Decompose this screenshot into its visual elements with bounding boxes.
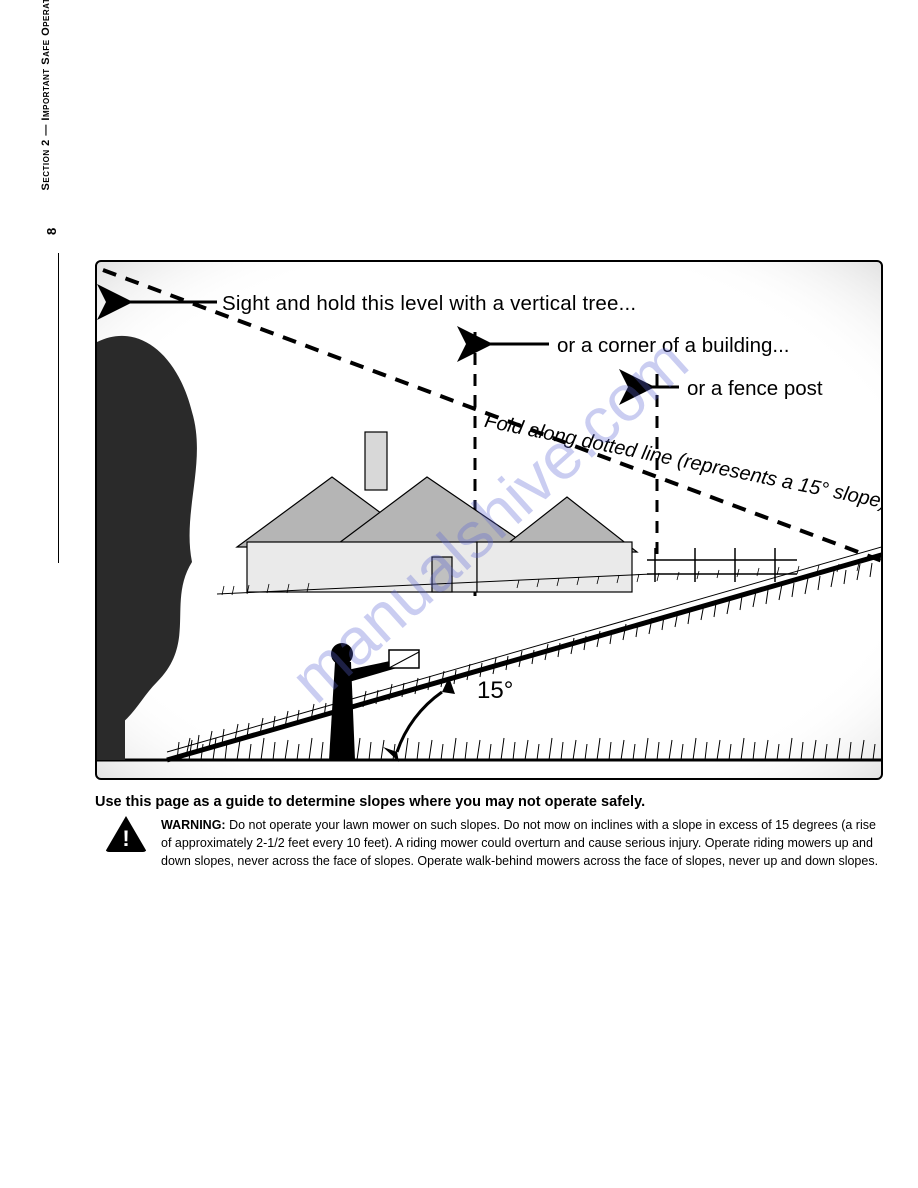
label-angle: 15° [477, 677, 513, 705]
warning-icon: ! [105, 816, 147, 854]
warning-text: WARNING: Do not operate your lawn mower … [161, 816, 883, 870]
warning-heading: WARNING: [161, 818, 226, 832]
warning-row: ! WARNING: Do not operate your lawn mowe… [95, 816, 883, 870]
guide-text: Use this page as a guide to determine sl… [95, 794, 883, 810]
label-building: or a corner of a building... [557, 334, 789, 358]
page: 8 x Section 2 — Important Safe Operation… [0, 0, 918, 1188]
slope-diagram: Sight and hold this level with a vertica… [95, 260, 883, 780]
label-tree: Sight and hold this level with a vertica… [222, 292, 636, 316]
label-fence: or a fence post [687, 377, 823, 401]
content: Sight and hold this level with a vertica… [0, 0, 918, 1188]
caption-block: Use this page as a guide to determine sl… [95, 794, 883, 870]
warning-body: Do not operate your lawn mower on such s… [161, 818, 878, 868]
